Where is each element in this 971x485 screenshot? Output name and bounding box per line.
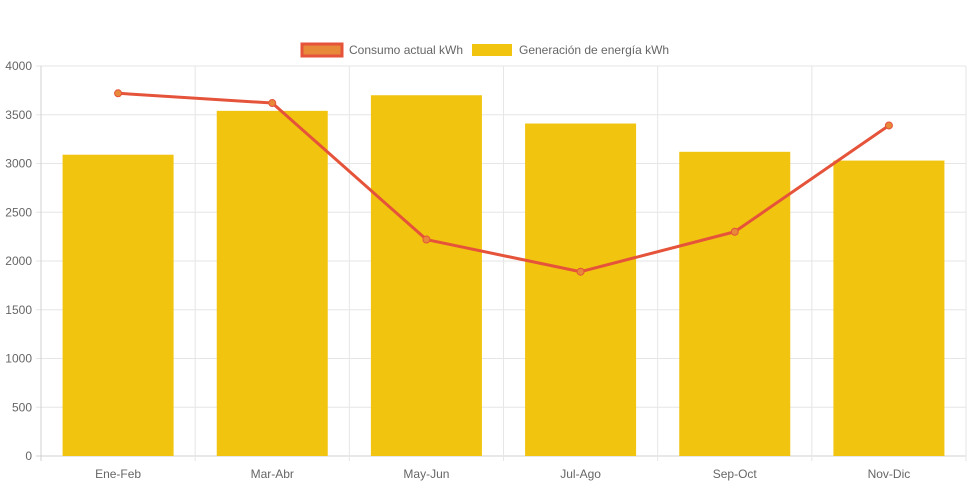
bar-generacion[interactable]	[833, 160, 945, 456]
y-tick-label: 1000	[5, 352, 32, 366]
legend-label-consumo: Consumo actual kWh	[349, 43, 463, 57]
bar-generacion[interactable]	[525, 123, 637, 457]
legend-label-generacion: Generación de energía kWh	[519, 43, 669, 57]
legend-swatch-generacion	[472, 44, 512, 56]
bar-generacion[interactable]	[216, 110, 328, 456]
legend-swatch-consumo	[300, 42, 344, 58]
y-tick-label: 2000	[5, 254, 32, 268]
point-consumo[interactable]	[114, 89, 123, 98]
line-layer	[114, 89, 893, 276]
bar-generacion[interactable]	[62, 154, 174, 456]
y-tick-label: 500	[12, 400, 32, 414]
y-tick-label: 4000	[5, 59, 32, 73]
x-tick-label: Nov-Dic	[868, 467, 911, 481]
y-tick-label: 3500	[5, 108, 32, 122]
bar-generacion[interactable]	[679, 151, 791, 457]
x-tick-label: Ene-Feb	[95, 467, 141, 481]
legend: Consumo actual kWh Generación de energía …	[300, 42, 669, 58]
x-tick-label: May-Jun	[403, 467, 449, 481]
y-tick-label: 1500	[5, 303, 32, 317]
y-tick-label: 3000	[5, 157, 32, 171]
x-tick-label: Jul-Ago	[560, 467, 601, 481]
point-consumo[interactable]	[884, 121, 893, 130]
bar-generacion[interactable]	[370, 95, 482, 456]
y-tick-label: 0	[25, 449, 32, 463]
x-tick-label: Sep-Oct	[713, 467, 758, 481]
point-consumo[interactable]	[576, 267, 585, 276]
line-consumo	[117, 91, 890, 274]
point-consumo[interactable]	[422, 235, 431, 244]
point-consumo[interactable]	[268, 99, 277, 108]
y-tick-label: 2500	[5, 205, 32, 219]
grid-layer	[36, 65, 967, 461]
x-tick-label: Mar-Abr	[251, 467, 294, 481]
axis-layer: 0 500 1000 1500 2000 2500 3000 3500 4000 Ene-Feb M…	[5, 59, 910, 481]
point-consumo[interactable]	[730, 227, 739, 236]
bar-layer	[62, 95, 945, 457]
